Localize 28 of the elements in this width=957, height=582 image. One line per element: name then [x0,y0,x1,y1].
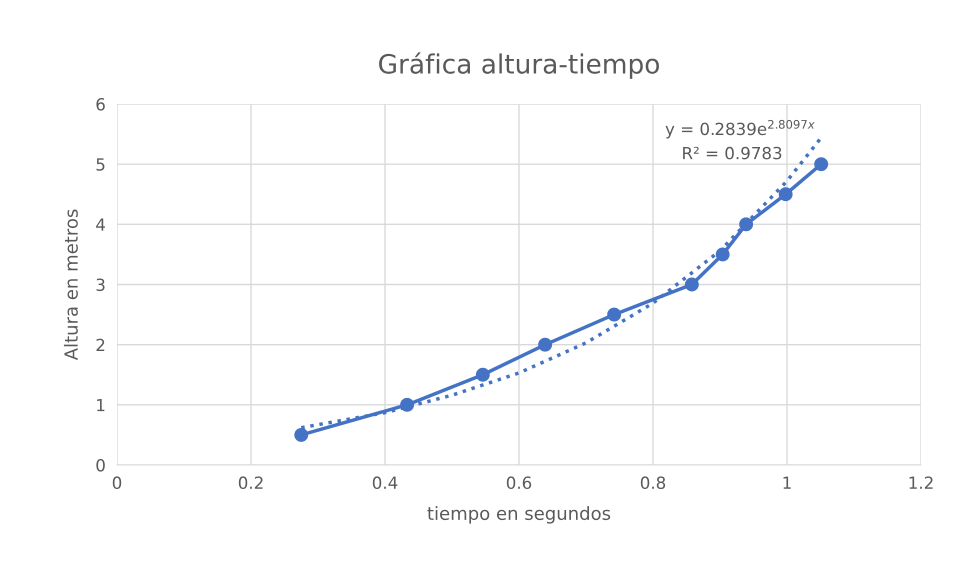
y-tick-label: 3 [96,278,105,292]
x-tick-label: 1 [784,476,791,489]
x-axis-title: tiempo en segundos [427,506,610,524]
y-axis-title: Altura en metros [64,210,78,360]
point [716,247,730,262]
x-tick-label: 0.4 [372,476,398,490]
point [814,157,828,172]
x-tick-label: 0.2 [238,476,263,490]
y-tick-label: 5 [96,158,104,171]
point [294,428,308,442]
point [538,338,552,352]
point [739,217,754,232]
annotation: R² = 0.9783 [683,146,782,160]
chart-title: Gráfica altura-tiempo [379,52,659,79]
point [607,308,622,322]
annotation: y = 0.2839e$^{2.8097x}$ [666,120,815,138]
point [778,187,793,202]
y-tick-label: 2 [96,338,104,351]
x-tick-label: 0 [112,476,122,490]
y-tick-label: 0 [96,458,105,472]
point [684,278,699,292]
point [476,368,490,382]
y-tick-label: 6 [96,98,105,111]
y-tick-label: 1 [97,399,104,412]
x-tick-label: 0.6 [506,476,532,490]
y-tick-label: 4 [96,218,105,231]
x-tick-label: 0.8 [640,476,666,490]
x-tick-label: 1.2 [910,476,933,489]
